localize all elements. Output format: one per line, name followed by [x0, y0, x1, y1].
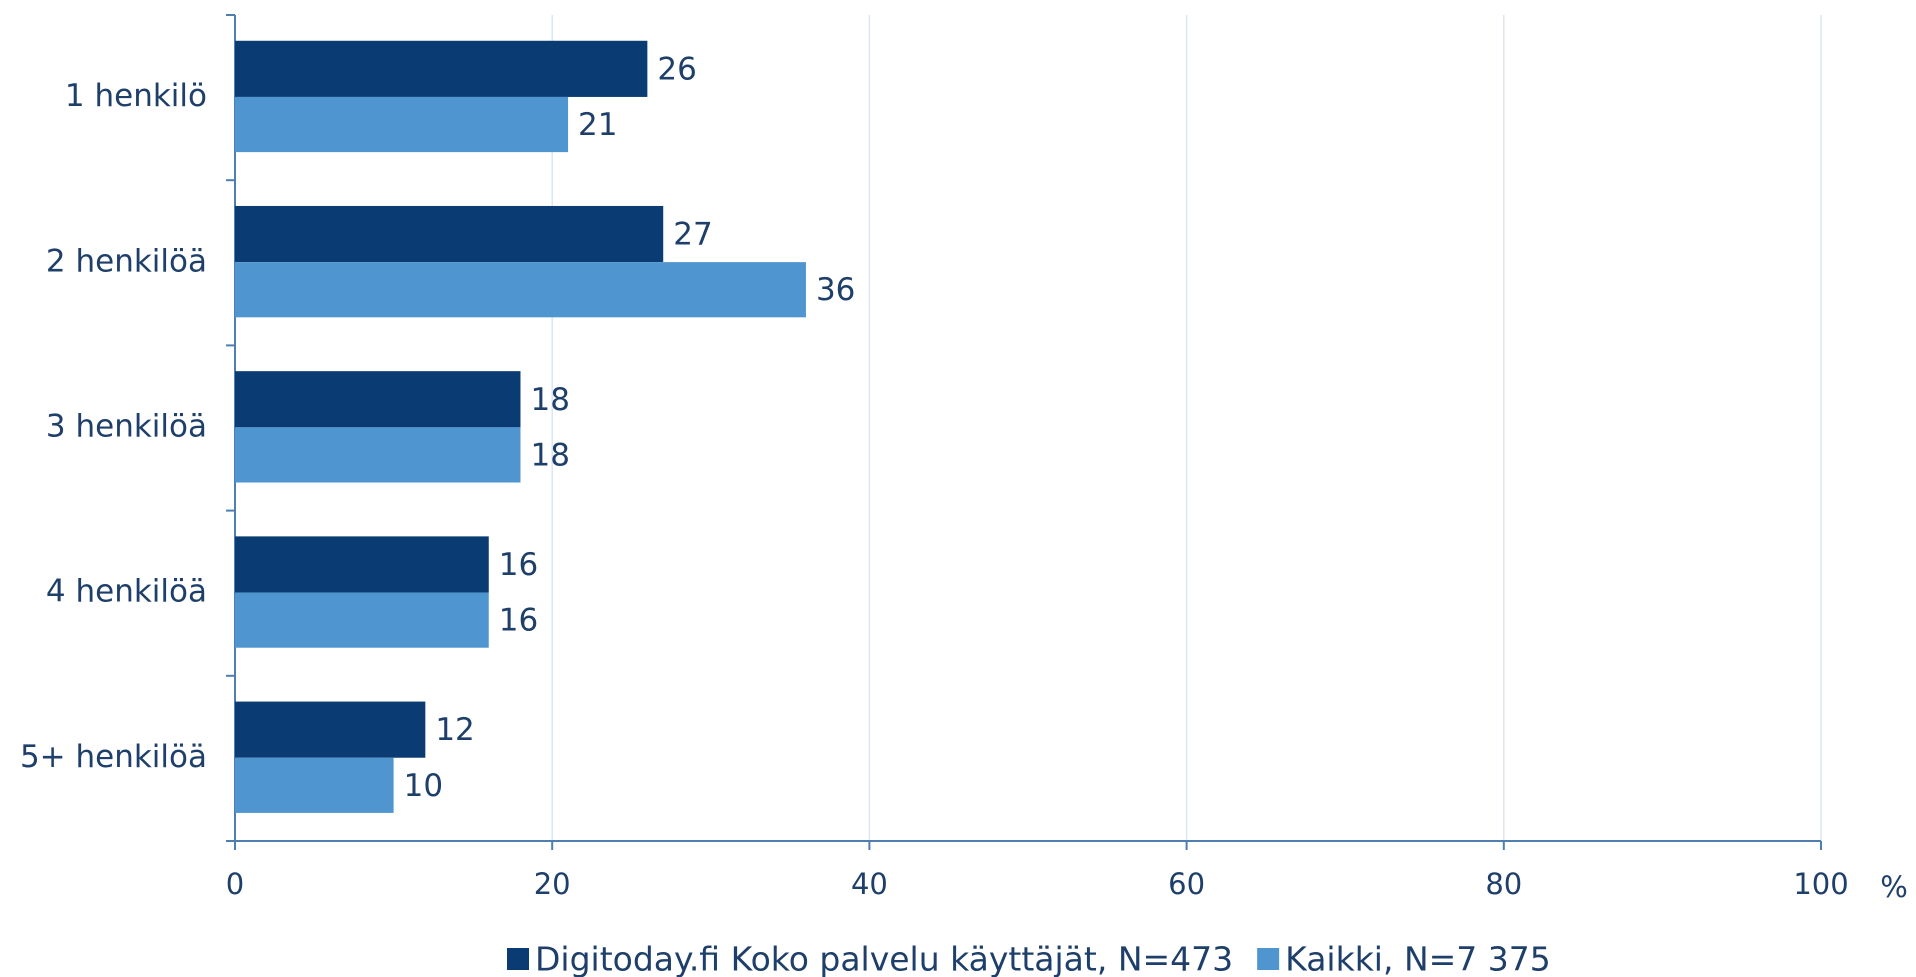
bar [235, 96, 569, 153]
x-tick-label: 60 [1168, 867, 1205, 901]
legend-swatch [507, 948, 529, 970]
legend-label: Digitoday.fi Koko palvelu käyttäjät, N=4… [535, 940, 1233, 977]
legend-swatch [1257, 948, 1280, 970]
bar [235, 536, 489, 593]
x-tick-label: 0 [226, 867, 244, 901]
legend-label: Kaikki, N=7 375 [1285, 940, 1551, 977]
x-tick-label: 80 [1485, 867, 1522, 901]
bar [235, 427, 521, 483]
y-tick-label: 5+ henkilöä [20, 739, 207, 775]
bar [235, 371, 521, 428]
value-label: 16 [499, 603, 538, 639]
x-tick-label: 40 [851, 867, 888, 901]
bar [235, 205, 664, 263]
value-label: 27 [673, 217, 712, 253]
bar [235, 757, 394, 813]
bar [235, 262, 806, 318]
bar [235, 592, 489, 648]
bar [235, 701, 426, 758]
value-label: 36 [816, 272, 855, 308]
x-tick-label: 100 [1793, 867, 1848, 901]
y-tick-label: 1 henkilö [65, 78, 207, 114]
y-tick-label: 4 henkilöä [46, 574, 207, 610]
value-label: 18 [530, 437, 569, 473]
value-label: 16 [499, 547, 538, 583]
value-label: 18 [530, 382, 569, 418]
y-tick-label: 2 henkilöä [46, 243, 207, 279]
value-label: 26 [657, 51, 696, 87]
value-label: 12 [435, 712, 474, 748]
x-axis-unit: % [1880, 870, 1908, 904]
bar [235, 40, 648, 97]
value-label: 10 [404, 768, 443, 804]
value-label: 21 [578, 107, 617, 143]
y-tick-label: 3 henkilöä [46, 409, 207, 445]
x-tick-label: 20 [534, 867, 571, 901]
